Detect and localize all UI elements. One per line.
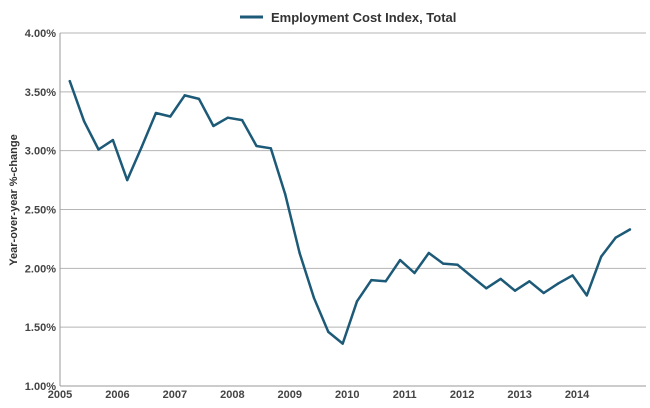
data-point: [585, 294, 589, 297]
data-point: [542, 291, 545, 295]
data-point: [140, 145, 143, 149]
data-point: [413, 271, 416, 275]
x-tick-label: 2014: [565, 389, 590, 401]
y-tick-label: 1.50%: [25, 322, 56, 334]
data-point: [68, 80, 71, 83]
grid-lines: [60, 32, 646, 328]
data-point: [628, 228, 632, 231]
data-point: [355, 300, 359, 303]
y-axis-title: Year-over-year %-change: [8, 134, 20, 265]
x-tick-label: 2009: [278, 389, 302, 401]
data-point: [614, 236, 617, 239]
data-point: [240, 118, 244, 122]
data-point: [571, 274, 574, 277]
x-tick-label: 2012: [450, 389, 474, 401]
data-point: [197, 97, 201, 101]
data-point: [327, 330, 330, 334]
data-point: [427, 251, 431, 255]
data-point: [384, 280, 387, 283]
data-point: [126, 178, 129, 182]
data-point: [255, 144, 258, 148]
data-point: [183, 94, 186, 97]
y-tick-label: 1.00%: [25, 381, 56, 393]
data-point: [341, 342, 344, 345]
data-point: [513, 289, 517, 292]
data-point: [269, 147, 273, 150]
data-point: [441, 262, 445, 265]
data-point: [212, 124, 215, 128]
data-point: [82, 120, 86, 123]
data-point: [398, 258, 402, 262]
x-tick-label: 2013: [507, 389, 531, 401]
x-tick-label: 2008: [220, 389, 244, 401]
data-point: [111, 138, 115, 142]
data-point: [169, 115, 172, 118]
data-point: [556, 282, 560, 285]
data-point: [284, 193, 287, 196]
y-axis-ticks: 1.00% 1.50% 2.00% 2.50% 3.00% 3.50% 4.00%: [25, 28, 56, 393]
data-point: [298, 251, 301, 255]
data-point: [456, 263, 459, 267]
y-tick-label: 3.00%: [25, 146, 56, 158]
data-point: [226, 116, 229, 119]
data-point: [470, 275, 474, 278]
y-tick-label: 2.50%: [25, 205, 56, 217]
data-point: [599, 255, 603, 258]
data-point: [499, 277, 502, 281]
legend-label: Employment Cost Index, Total: [271, 10, 456, 25]
x-tick-label: 2010: [335, 389, 359, 401]
series-line: [68, 79, 632, 345]
x-tick-label: 2007: [163, 389, 187, 401]
y-tick-label: 4.00%: [25, 28, 56, 40]
data-point: [370, 278, 373, 282]
y-tick-label: 2.00%: [25, 263, 56, 275]
data-point: [312, 296, 316, 299]
y-tick-label: 3.50%: [25, 87, 56, 99]
legend: Employment Cost Index, Total: [240, 10, 456, 25]
data-point: [528, 280, 531, 283]
x-tick-label: 2006: [105, 389, 129, 401]
x-tick-label: 2011: [393, 389, 417, 401]
series-layer: [68, 79, 632, 345]
data-point: [97, 148, 100, 151]
data-point: [154, 111, 158, 115]
x-tick-label: 2005: [48, 389, 72, 401]
x-axis-ticks: 2005 2006 2007 2008 2009 2010 2011 2012 2013 2014: [48, 389, 590, 401]
data-point: [485, 287, 488, 290]
